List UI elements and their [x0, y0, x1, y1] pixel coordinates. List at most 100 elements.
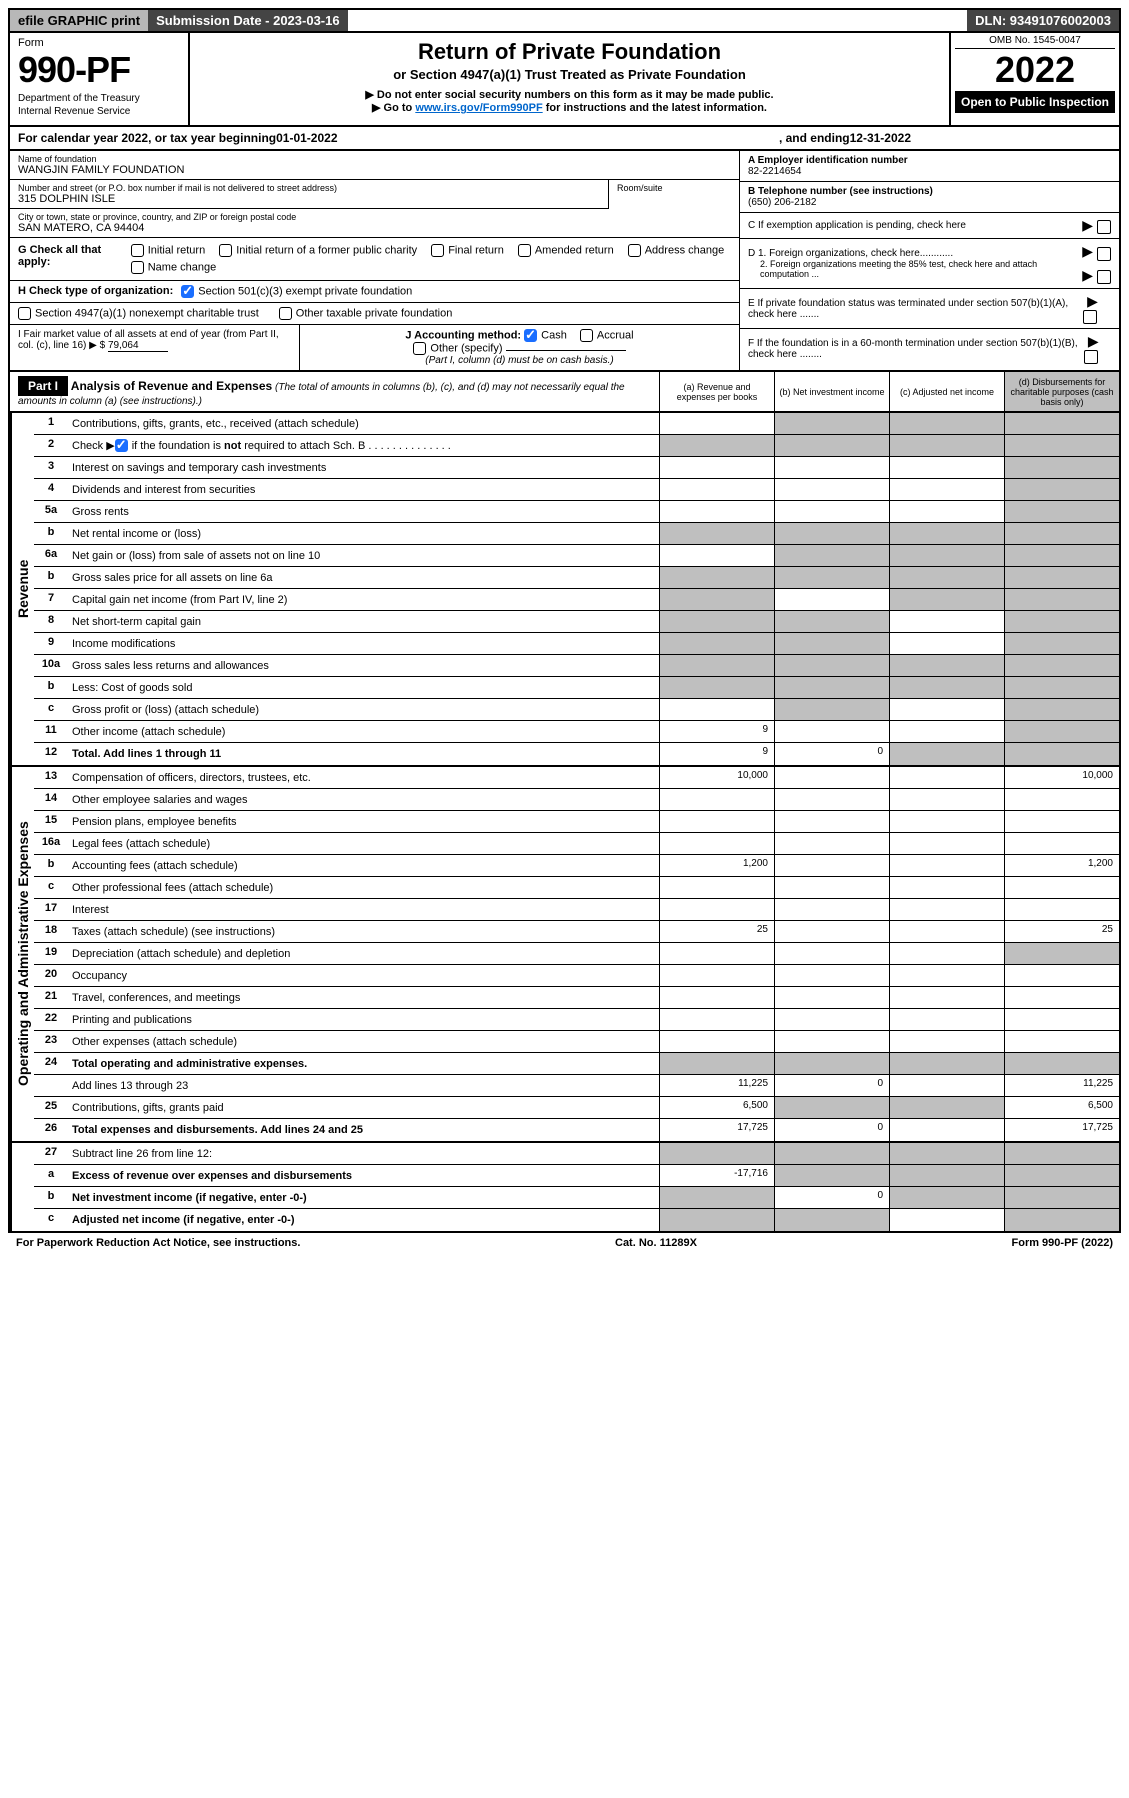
row-16c: Other professional fees (attach schedule…: [68, 877, 659, 898]
row-20: Occupancy: [68, 965, 659, 986]
g-o6: Name change: [148, 261, 217, 273]
d2-checkbox[interactable]: [1097, 270, 1111, 284]
row-9: Income modifications: [68, 633, 659, 654]
val-13a: 10,000: [659, 767, 774, 788]
cal-mid: , and ending: [779, 131, 850, 145]
val-16ba: 1,200: [659, 855, 774, 876]
room-label: Room/suite: [617, 183, 731, 193]
h-row: H Check type of organization: Section 50…: [10, 281, 739, 303]
val-24d: 11,225: [1004, 1075, 1119, 1096]
d2-label: 2. Foreign organizations meeting the 85%…: [748, 259, 1078, 279]
j-other-checkbox[interactable]: [413, 342, 426, 355]
g-o1: Initial return: [148, 244, 205, 256]
j-note: (Part I, column (d) must be on cash basi…: [308, 355, 731, 366]
row-10b: Less: Cost of goods sold: [68, 677, 659, 698]
col-b-head: (b) Net investment income: [774, 372, 889, 411]
form990pf-link[interactable]: www.irs.gov/Form990PF: [415, 102, 542, 114]
j-other: Other (specify): [430, 342, 502, 354]
foundation-name: WANGJIN FAMILY FOUNDATION: [18, 164, 731, 176]
foundation-city: SAN MATERO, CA 94404: [18, 222, 731, 234]
h-o3: Other taxable private foundation: [296, 307, 453, 319]
page-footer: For Paperwork Reduction Act Notice, see …: [8, 1233, 1121, 1253]
g-o3: Final return: [448, 244, 504, 256]
cal-pre: For calendar year 2022, or tax year begi…: [18, 131, 276, 145]
row-25: Contributions, gifts, grants paid: [68, 1097, 659, 1118]
row-27b: Net investment income (if negative, ente…: [68, 1187, 659, 1208]
city-label: City or town, state or province, country…: [18, 212, 731, 222]
row-14: Other employee salaries and wages: [68, 789, 659, 810]
val-25d: 6,500: [1004, 1097, 1119, 1118]
e-label: E If private foundation status was termi…: [748, 298, 1083, 320]
row-2: Check ▶ if the foundation is not require…: [68, 435, 659, 456]
f-checkbox[interactable]: [1084, 350, 1098, 364]
j-cash: Cash: [541, 329, 567, 341]
val-13d: 10,000: [1004, 767, 1119, 788]
part1-tag: Part I: [18, 376, 68, 396]
foundation-addr: 315 DOLPHIN ISLE: [18, 193, 600, 205]
h-other-checkbox[interactable]: [279, 307, 292, 320]
row-6b: Gross sales price for all assets on line…: [68, 567, 659, 588]
g-initial-former-checkbox[interactable]: [219, 244, 232, 257]
ein-label: A Employer identification number: [748, 155, 908, 166]
g-o5: Address change: [645, 244, 725, 256]
d1-checkbox[interactable]: [1097, 247, 1111, 261]
g-final-return-checkbox[interactable]: [431, 244, 444, 257]
efile-label[interactable]: efile GRAPHIC print: [10, 10, 148, 31]
val-24b: 0: [774, 1075, 889, 1096]
row-26: Total expenses and disbursements. Add li…: [68, 1119, 659, 1141]
g-address-change-checkbox[interactable]: [628, 244, 641, 257]
val-18d: 25: [1004, 921, 1119, 942]
c-checkbox[interactable]: [1097, 220, 1111, 234]
schb-checkbox[interactable]: [115, 439, 128, 452]
note-ssn: ▶ Do not enter social security numbers o…: [200, 88, 939, 101]
e-checkbox[interactable]: [1083, 310, 1097, 324]
g-o4: Amended return: [535, 244, 614, 256]
col-c-head: (c) Adjusted net income: [889, 372, 1004, 411]
h-501c3-checkbox[interactable]: [181, 285, 194, 298]
g-initial-return-checkbox[interactable]: [131, 244, 144, 257]
calendar-year-row: For calendar year 2022, or tax year begi…: [8, 127, 1121, 151]
footer-mid: Cat. No. 11289X: [615, 1237, 697, 1249]
f-label: F If the foundation is in a 60-month ter…: [748, 338, 1084, 360]
dept-line2: Internal Revenue Service: [18, 106, 180, 117]
row-27: Subtract line 26 from line 12:: [68, 1143, 659, 1164]
d1-label: D 1. Foreign organizations, check here..…: [748, 248, 1078, 259]
val-26a: 17,725: [659, 1119, 774, 1141]
row-10c: Gross profit or (loss) (attach schedule): [68, 699, 659, 720]
revenue-sidelabel: Revenue: [10, 413, 34, 765]
row-23: Other expenses (attach schedule): [68, 1031, 659, 1052]
summary-table: 27Subtract line 26 from line 12: aExcess…: [8, 1143, 1121, 1233]
j-accrual-checkbox[interactable]: [580, 329, 593, 342]
val-16bd: 1,200: [1004, 855, 1119, 876]
row-27a: Excess of revenue over expenses and disb…: [68, 1165, 659, 1186]
dept-line1: Department of the Treasury: [18, 93, 180, 104]
i-arrow: ▶ $: [89, 340, 105, 351]
row-7: Capital gain net income (from Part IV, l…: [68, 589, 659, 610]
open-inspection: Open to Public Inspection: [955, 91, 1115, 113]
h-o1: Section 501(c)(3) exempt private foundat…: [198, 285, 412, 297]
j-cash-checkbox[interactable]: [524, 329, 537, 342]
row-16b: Accounting fees (attach schedule): [68, 855, 659, 876]
part1-title: Analysis of Revenue and Expenses: [71, 379, 272, 393]
row-3: Interest on savings and temporary cash i…: [68, 457, 659, 478]
g-name-change-checkbox[interactable]: [131, 261, 144, 274]
expenses-table: Operating and Administrative Expenses 13…: [8, 767, 1121, 1143]
val-11a: 9: [659, 721, 774, 742]
row-22: Printing and publications: [68, 1009, 659, 1030]
j-accrual: Accrual: [597, 329, 634, 341]
j-label: J Accounting method:: [405, 329, 521, 341]
entity-info: Name of foundation WANGJIN FAMILY FOUNDA…: [8, 151, 1121, 372]
row-19: Depreciation (attach schedule) and deple…: [68, 943, 659, 964]
expenses-sidelabel: Operating and Administrative Expenses: [10, 767, 34, 1141]
g-amended-checkbox[interactable]: [518, 244, 531, 257]
omb-number: OMB No. 1545-0047: [955, 35, 1115, 49]
note-goto-pre: ▶ Go to: [372, 102, 415, 114]
form-word: Form: [18, 37, 180, 49]
row-24: Total operating and administrative expen…: [68, 1053, 659, 1074]
form-title: Return of Private Foundation: [200, 39, 939, 65]
h-4947-checkbox[interactable]: [18, 307, 31, 320]
form-number: 990-PF: [18, 49, 180, 91]
row-1: Contributions, gifts, grants, etc., rece…: [68, 413, 659, 434]
row-10a: Gross sales less returns and allowances: [68, 655, 659, 676]
row-4: Dividends and interest from securities: [68, 479, 659, 500]
